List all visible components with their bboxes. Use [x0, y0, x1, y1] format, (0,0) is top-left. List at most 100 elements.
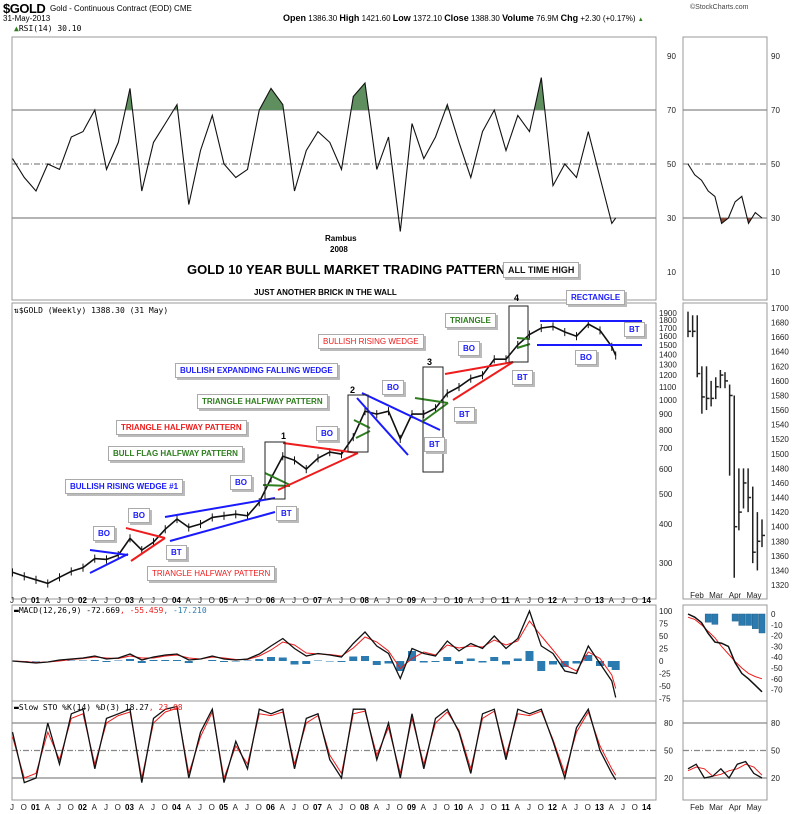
macd-tick-label: -25 [659, 670, 671, 679]
price-label-text: $GOLD (Weekly) 1388.30 (31 May) [18, 306, 169, 315]
volume-label: Volume [502, 13, 534, 23]
bt-callout: BT [624, 322, 645, 337]
macd-histogram-bar [67, 660, 76, 661]
red-triangle-lower [277, 452, 359, 491]
mini-price-tick-label: 1640 [771, 348, 789, 357]
sto-legend-icon: ▬ [14, 703, 19, 712]
high-value: 1421.60 [361, 14, 391, 23]
x-axis-label: A [139, 803, 145, 812]
mini-rsi-tick-label: 10 [771, 268, 780, 277]
x-axis-label: J [57, 803, 61, 812]
sto-label-d: , 23.08 [148, 703, 183, 712]
mini-x-axis-label: Apr [729, 591, 742, 600]
x-axis-label: 06 [266, 803, 275, 812]
x-axis-label: O [397, 803, 403, 812]
high-label: High [339, 13, 360, 23]
bo-callout: BO [575, 350, 597, 365]
x-axis-label: O [491, 803, 497, 812]
bo-triangle-upper [89, 549, 129, 556]
x-axis-label: O [68, 803, 74, 812]
x-axis-label: A [421, 803, 427, 812]
mini-price-tick-label: 1620 [771, 362, 789, 371]
x-axis-label: J [57, 596, 61, 605]
x-axis-label: J [292, 596, 296, 605]
author-year: 2008 [330, 245, 348, 254]
mini-price-panel [682, 302, 768, 600]
x-axis-label: O [209, 596, 215, 605]
x-axis-label: J [198, 596, 202, 605]
price-tick-label: 1700 [659, 324, 677, 333]
x-axis-label: J [386, 596, 390, 605]
macd-tick-label: -75 [659, 695, 671, 704]
bt-callout: BT [424, 437, 445, 452]
triangle-halfway-green-callout: TRIANGLE HALFWAY PATTERN [197, 394, 328, 409]
mini-sto-tick-label: 20 [771, 774, 780, 783]
bt-callout: BT [166, 545, 187, 560]
macd-histogram-bar [455, 661, 463, 664]
sto-label-main: Slow STO %K(14) %D(3) 18.27 [18, 703, 149, 712]
macd-histogram-bar [149, 660, 158, 661]
brick-number-4: 4 [514, 293, 520, 303]
annotation-subtitle: JUST ANOTHER BRICK IN THE WALL [254, 288, 397, 297]
x-axis-label: 13 [595, 803, 604, 812]
x-axis-label: A [515, 803, 521, 812]
mini-price-tick-label: 1500 [771, 450, 789, 459]
x-axis-label: O [21, 596, 27, 605]
mini-sto-tick-label: 50 [771, 746, 780, 755]
macd-histogram-bar [337, 661, 346, 662]
x-axis-label: O [21, 803, 27, 812]
rsi-legend-icon: ▲ [14, 24, 19, 33]
mini-macd-histogram-bar [752, 613, 759, 629]
x-axis-label: O [538, 803, 544, 812]
mini-x-axis-label: Mar [709, 803, 723, 812]
x-axis-label: A [92, 803, 98, 812]
mini-macd-histogram-bar [758, 613, 766, 634]
price-tick-label: 800 [659, 426, 673, 435]
mini-macd-tick-label: -60 [771, 675, 783, 684]
macd-label-main: MACD(12,26,9) -72.669 [18, 606, 120, 615]
macd-histogram-bar [184, 661, 193, 663]
x-axis-label: 10 [454, 803, 463, 812]
x-axis-label: J [480, 596, 484, 605]
x-axis-label: A [562, 803, 568, 812]
x-axis-label: J [151, 596, 155, 605]
price-tick-label: 1200 [659, 371, 677, 380]
x-axis-label: A [280, 596, 286, 605]
mini-price-tick-label: 1380 [771, 537, 789, 546]
macd-histogram-bar [490, 657, 499, 661]
expanding-falling-wedge-callout: BULLISH EXPANDING FALLING WEDGE [175, 363, 338, 378]
mini-x-axis-label: Feb [690, 803, 704, 812]
open-value: 1386.30 [308, 14, 338, 23]
macd-histogram-bar [372, 661, 381, 665]
red-triangle-upper [282, 442, 359, 454]
macd-label-signal: , -55.459 [119, 606, 164, 615]
triangle-halfway-upper [125, 527, 166, 539]
bull-flag-upper [264, 472, 291, 486]
author-label: Rambus [325, 234, 357, 243]
bo-callout: BO [128, 508, 150, 523]
x-axis-label: O [115, 596, 121, 605]
macd-histogram-bar [161, 660, 170, 661]
chart-date: 31-May-2013 [3, 14, 51, 23]
macd-histogram-bar [314, 660, 322, 661]
mini-price-tick-label: 1320 [771, 581, 789, 590]
macd-histogram-bar [102, 661, 111, 662]
x-axis-label: 01 [31, 596, 40, 605]
open-label: Open [283, 13, 307, 23]
sto-tick-label: 50 [664, 746, 673, 755]
x-axis-label: 05 [219, 803, 228, 812]
rsi-tick-label: 10 [667, 268, 676, 277]
x-axis-label: 06 [266, 596, 275, 605]
mini-macd-histogram-bar [745, 613, 752, 626]
symbol: $GOLD [3, 1, 46, 16]
macd-histogram-bar [278, 657, 287, 661]
chg-label: Chg [560, 13, 579, 23]
sto-k-line [11, 705, 617, 784]
macd-legend-icon: ▬ [14, 606, 19, 615]
brick-box-1 [264, 441, 286, 500]
mini-x-axis-label: Mar [709, 591, 723, 600]
mini-price-tick-label: 1580 [771, 391, 789, 400]
macd-histogram-bar [408, 651, 416, 661]
price-label: ⇅$GOLD (Weekly) 1388.30 (31 May) [14, 306, 168, 315]
mini-price-tick-label: 1340 [771, 566, 789, 575]
